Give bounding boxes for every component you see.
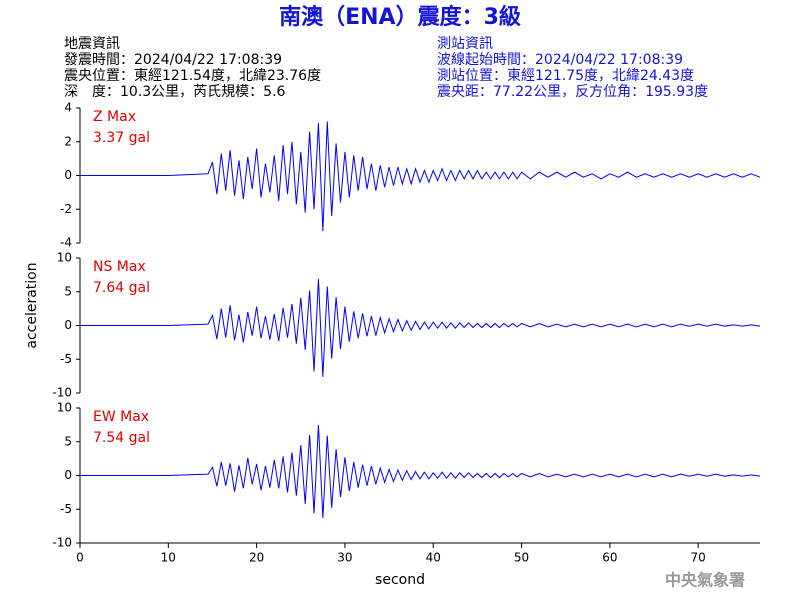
info-right: 測站資訊 [437, 36, 493, 52]
y-tick-label: 0 [64, 318, 72, 332]
chart-title: 南澳（ENA）震度：3級 [279, 4, 521, 30]
annotation: 7.64 gal [93, 280, 150, 296]
x-tick-label: 60 [602, 551, 617, 565]
agency: 中央氣象署 [665, 571, 745, 590]
waveform [80, 278, 761, 377]
annotation: NS Max [93, 259, 146, 275]
y-tick-label: -10 [52, 386, 72, 400]
info-left: 震央位置：東經121.54度，北緯23.76度 [64, 68, 321, 84]
y-tick-label: -10 [52, 536, 72, 550]
annotation: Z Max [93, 109, 136, 125]
y-tick-label: -5 [60, 352, 72, 366]
info-right: 震央距：77.22公里，反方位角：195.93度 [437, 84, 708, 100]
x-tick-label: 50 [514, 551, 529, 565]
annotation: EW Max [93, 409, 149, 425]
x-axis-label: second [375, 572, 425, 588]
y-tick-label: -5 [60, 502, 72, 516]
y-tick-label: 5 [64, 284, 72, 298]
x-tick-label: 20 [249, 551, 264, 565]
y-axis-label: acceleration [24, 262, 40, 348]
x-tick-label: 30 [337, 551, 352, 565]
info-right: 波線起始時間：2024/04/22 17:08:39 [437, 52, 683, 68]
y-tick-label: -2 [60, 202, 72, 216]
info-left: 深 度：10.3公里，芮氏規模：5.6 [64, 83, 286, 100]
x-tick-label: 10 [161, 551, 176, 565]
y-tick-label: 5 [64, 434, 72, 448]
info-left: 地震資訊 [64, 36, 120, 52]
y-tick-label: 2 [64, 134, 72, 148]
y-tick-label: 0 [64, 468, 72, 482]
x-tick-label: 0 [76, 551, 84, 565]
y-tick-label: -4 [60, 236, 72, 250]
x-tick-label: 70 [691, 551, 706, 565]
annotation: 3.37 gal [93, 130, 150, 146]
x-tick-label: 40 [426, 551, 441, 565]
info-left: 發震時間：2024/04/22 17:08:39 [64, 52, 282, 68]
waveform [80, 424, 761, 519]
waveform [80, 121, 761, 232]
y-tick-label: 4 [64, 101, 72, 115]
annotation: 7.54 gal [93, 430, 150, 446]
y-tick-label: 10 [57, 251, 72, 265]
y-tick-label: 10 [57, 401, 72, 415]
info-right: 測站位置：東經121.75度，北緯24.43度 [437, 68, 694, 84]
y-tick-label: 0 [64, 168, 72, 182]
